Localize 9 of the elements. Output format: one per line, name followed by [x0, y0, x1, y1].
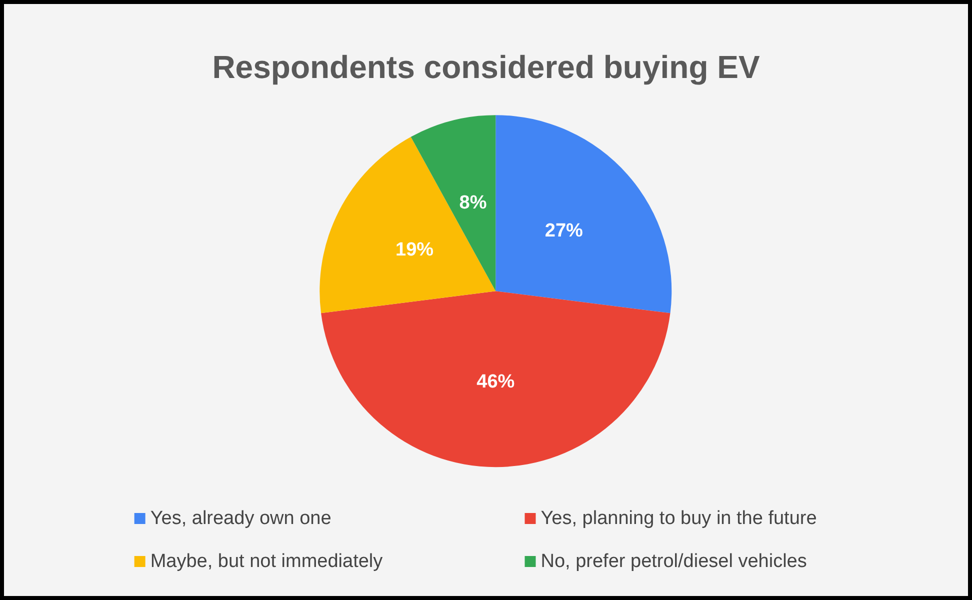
data-label: 27% [544, 220, 584, 242]
chart-title: Respondents considered buying EV [212, 49, 760, 85]
legend-label: No, prefer petrol/diesel vehicles [540, 551, 807, 572]
legend-label: Yes, already own one [150, 508, 332, 529]
data-label: 19% [396, 239, 434, 260]
data-label: 46% [476, 372, 515, 393]
legend-label: Yes, planning to buy in the future [540, 508, 817, 529]
legend-label: Maybe, but not immediately [150, 551, 384, 572]
data-label: 8% [459, 192, 487, 214]
